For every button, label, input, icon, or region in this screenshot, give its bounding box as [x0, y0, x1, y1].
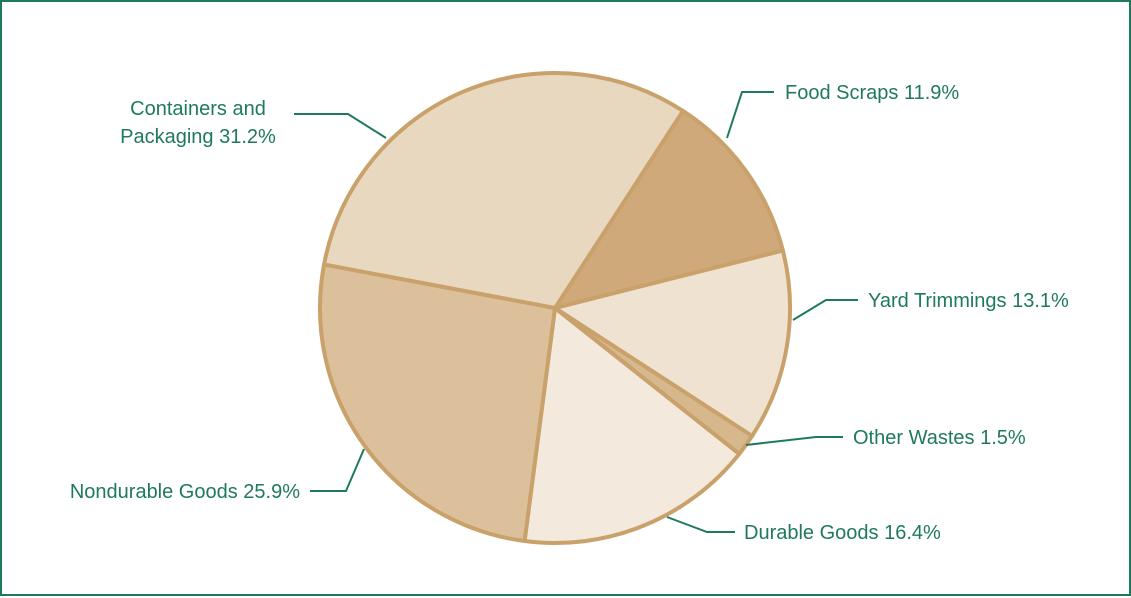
- leader-line-2: [745, 436, 843, 446]
- leader-line-1: [792, 299, 858, 321]
- slice-label-0-line-0: Food Scraps 11.9%: [785, 82, 959, 104]
- pie-slice-5: [322, 71, 685, 310]
- slice-label-5-line-0: Containers and: [130, 98, 266, 120]
- slice-label-2-line-0: Other Wastes 1.5%: [853, 427, 1026, 449]
- slice-label-3-line-0: Durable Goods 16.4%: [744, 522, 941, 544]
- slice-label-4-line-0: Nondurable Goods 25.9%: [70, 481, 300, 503]
- slice-labels: Food Scraps 11.9% Yard Trimmings 13.1% Oth…: [70, 82, 1069, 544]
- slice-label-1-line-0: Yard Trimmings 13.1%: [868, 290, 1069, 312]
- leader-line-4: [310, 448, 365, 492]
- pie-slice-0: [553, 108, 785, 310]
- slice-label-5-line-1: Packaging 31.2%: [120, 126, 276, 148]
- leader-lines: [294, 91, 858, 533]
- leader-line-0: [726, 91, 774, 139]
- leader-line-5: [294, 113, 387, 139]
- pie-slices: [318, 71, 792, 545]
- pie-slice-4: [318, 262, 557, 544]
- pie-slice-1: [553, 248, 792, 438]
- leader-line-3: [666, 516, 735, 533]
- pie-slice-3: [522, 306, 742, 545]
